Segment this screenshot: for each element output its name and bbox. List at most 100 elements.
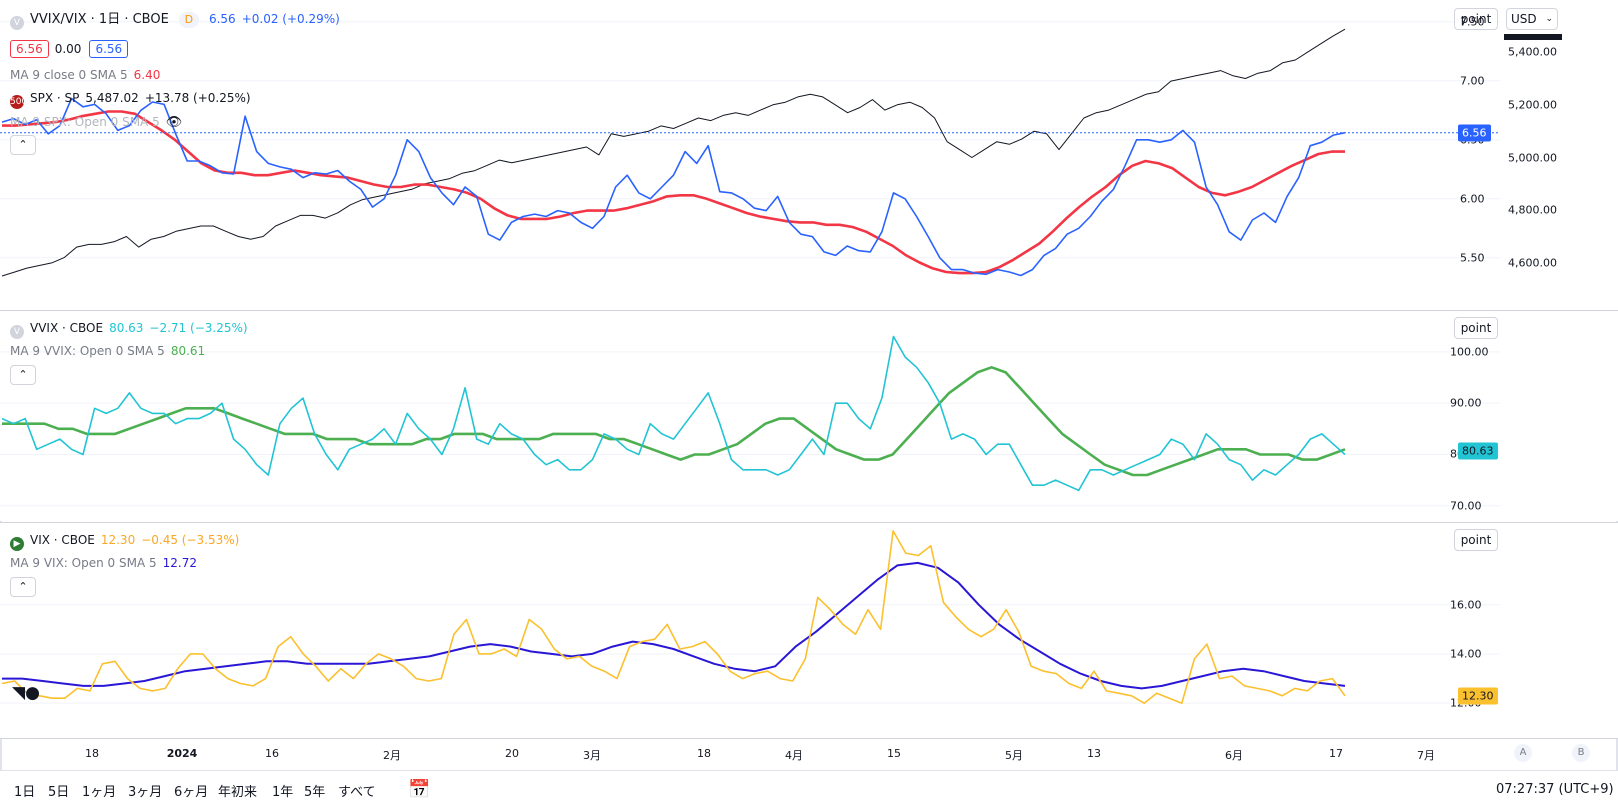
vix-last-tag: 12.30	[1458, 687, 1498, 705]
vvix-title[interactable]: VVIX · CBOE	[30, 321, 104, 335]
vvix-line[interactable]	[1, 335, 1346, 492]
vvix-scale-button[interactable]: point	[1454, 317, 1498, 339]
range-button[interactable]: 年初来	[218, 785, 258, 800]
vix-legend: ▶ VIX · CBOE 12.30 −0.45 (−3.53%)	[10, 532, 245, 551]
chevron-up-icon: ⌃	[18, 580, 28, 593]
spx-logo-icon: 500	[10, 95, 28, 109]
time-tick-label: 3月	[583, 749, 601, 762]
pane-separator[interactable]	[0, 522, 1618, 523]
currency-label: USD	[1511, 12, 1537, 26]
range-button[interactable]: 3ヶ月	[128, 785, 163, 800]
main-price-axis[interactable]: point USD⌄ 7.507.006.506.005.50 5,400.00…	[1454, 0, 1618, 310]
main-legend: V VVIX/VIX · 1日 · CBOE D 6.56 +0.02 (+0.29…	[10, 11, 346, 30]
range-button[interactable]: 1年	[272, 785, 294, 800]
y-tick-label: 70.00	[1450, 499, 1482, 513]
vvix-change: −2.71 (−3.25%)	[149, 321, 248, 335]
y-tick-label: 14.00	[1450, 647, 1482, 661]
time-tick-label: 6月	[1225, 749, 1243, 762]
vix-title[interactable]: VIX · CBOE	[30, 533, 95, 547]
vvix-pane[interactable]: V VVIX · CBOE 80.63 −2.71 (−3.25%) MA 9 VVI…	[0, 311, 1500, 521]
vvix-last-tag: 80.63	[1458, 442, 1498, 460]
last-price-tag: 6.56	[1458, 124, 1491, 142]
range-button[interactable]: すべて	[338, 785, 376, 800]
time-tick-label: 18	[85, 747, 99, 760]
main-scale-button[interactable]: point	[1454, 8, 1498, 30]
range-button[interactable]: 5年	[304, 785, 326, 800]
y-tick-label: 5.50	[1460, 251, 1485, 265]
vvix-logo-icon: V	[10, 325, 24, 339]
vix-ma-line[interactable]	[2, 561, 1346, 690]
spx-label[interactable]: SPX · SP	[30, 91, 80, 105]
bottom-toolbar: 1日 5日 1ヶ月 3ヶ月 6ヶ月 年初来 1年 5年 すべて 📅 07:27:37 (UTC+…	[0, 770, 1618, 810]
clock[interactable]: 07:27:37 (UTC+9)	[1496, 782, 1614, 797]
main-pane[interactable]: V VVIX/VIX · 1日 · CBOE D 6.56 +0.02 (+0.29…	[0, 0, 1500, 310]
ma-spx-legend: MA 9 SPX: Open 0 SMA 5 👁	[10, 114, 188, 131]
time-tick-label: 20	[505, 747, 519, 760]
vvix-price: 80.63	[109, 321, 144, 335]
chevron-down-icon: ⌄	[1545, 14, 1553, 24]
tradingview-logo-icon[interactable]: ◥●	[12, 683, 40, 703]
vix-ma-legend: MA 9 VIX: Open 0 SMA 5 12.72	[10, 555, 203, 571]
main-plot[interactable]	[0, 0, 1500, 310]
spx-line[interactable]	[1, 28, 1346, 277]
range-button[interactable]: 1日	[14, 785, 36, 800]
currency-select[interactable]: USD ⌄	[1506, 8, 1558, 30]
pane-separator[interactable]	[0, 310, 1618, 311]
collapse-legend-button[interactable]: ⌃	[10, 135, 36, 155]
vvix-ma-value: 80.61	[170, 344, 206, 358]
ratio-line[interactable]	[1, 97, 1346, 277]
vvix-ma-line[interactable]	[2, 365, 1346, 477]
vvix-ma-legend: MA 9 VVIX: Open 0 SMA 5 80.61	[10, 343, 211, 359]
y-tick-label: 7.00	[1460, 74, 1485, 88]
vix-collapse-button[interactable]: ⌃	[10, 577, 36, 597]
vix-line[interactable]	[1, 530, 1346, 704]
pane-separator	[0, 738, 1618, 739]
y-tick-label: 90.00	[1450, 396, 1482, 410]
axis-a-button[interactable]: A	[1514, 744, 1532, 762]
y-tick-label: 100.00	[1450, 345, 1489, 359]
time-tick-label: 15	[887, 747, 901, 760]
ohlc-box-open: 6.56	[10, 40, 49, 58]
range-button[interactable]: 5日	[48, 785, 70, 800]
range-button[interactable]: 1ヶ月	[82, 785, 117, 800]
chevron-up-icon: ⌃	[18, 138, 28, 151]
vix-price: 12.30	[100, 533, 136, 547]
vix-plot[interactable]	[0, 523, 1500, 738]
calendar-range-icon[interactable]: 📅	[408, 779, 431, 800]
time-tick-label: 4月	[785, 749, 803, 762]
time-tick-label: 2月	[383, 749, 401, 762]
y-tick-label: 16.00	[1450, 598, 1482, 612]
ma-value: 6.40	[133, 68, 161, 82]
chevron-up-icon: ⌃	[18, 368, 28, 381]
vvix-collapse-button[interactable]: ⌃	[10, 365, 36, 385]
main-title[interactable]: VVIX/VIX · 1日 · CBOE	[30, 12, 169, 27]
main-change: +0.02 (+0.29%)	[241, 12, 340, 26]
time-tick-label: 17	[1329, 747, 1343, 760]
vvix-legend: V VVIX · CBOE 80.63 −2.71 (−3.25%)	[10, 320, 254, 339]
time-tick-label: 16	[265, 747, 279, 760]
spx-price-tag	[1504, 34, 1562, 40]
axis-b-button[interactable]: B	[1572, 744, 1590, 762]
y-tick-label: 5,200.00	[1508, 98, 1557, 112]
vix-pane[interactable]: ▶ VIX · CBOE 12.30 −0.45 (−3.53%) MA 9 VIX:…	[0, 523, 1500, 738]
vix-change: −0.45 (−3.53%)	[141, 533, 240, 547]
hidden-eye-icon[interactable]: 👁	[165, 115, 183, 130]
time-tick-label: 18	[697, 747, 711, 760]
time-tick-label: 5月	[1005, 749, 1023, 762]
vvix-plot[interactable]	[0, 311, 1500, 521]
ratio-ma-line[interactable]	[2, 110, 1345, 275]
time-axis[interactable]: 18 2024 16 2月 20 3月 18 4月 15 5月 13 6月 17 7月	[0, 739, 1500, 769]
vix-scale-button[interactable]: point	[1454, 529, 1498, 551]
time-tick-label: 2024	[166, 747, 198, 760]
range-button[interactable]: 6ヶ月	[174, 785, 209, 800]
y-tick-label: 5,000.00	[1508, 151, 1557, 164]
ma-spx-label: MA 9 SPX: Open 0 SMA 5	[10, 115, 160, 129]
interval-badge: D	[178, 12, 200, 28]
ma-legend: MA 9 close 0 SMA 5 6.40	[10, 67, 166, 83]
vix-ma-value: 12.72	[162, 556, 197, 570]
ohlc-box-change: 0.00	[54, 42, 82, 56]
spx-change: +13.78 (+0.25%)	[144, 91, 251, 105]
spx-price: 5,487.02	[85, 91, 139, 105]
